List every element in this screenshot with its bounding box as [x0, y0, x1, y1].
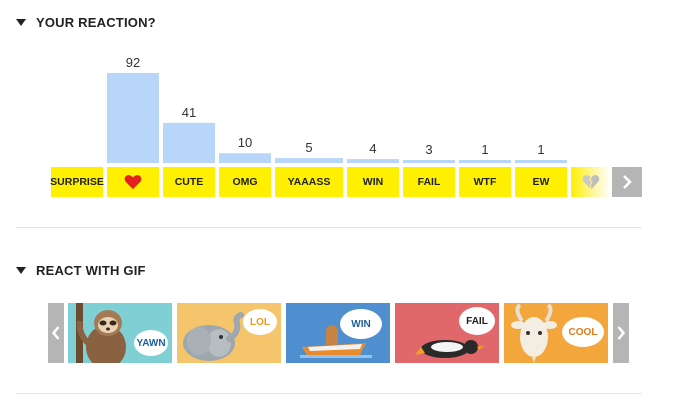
bar-value-label: 10 [238, 135, 252, 150]
reaction-surprise-button[interactable]: SURPRISE [50, 167, 104, 197]
gif-bubble: WIN [340, 309, 382, 339]
bar-ew [515, 160, 567, 163]
bar-wtf [459, 160, 511, 163]
bar-cute [163, 122, 215, 163]
reaction-love-button[interactable] [107, 167, 159, 197]
reaction-ew-button[interactable]: EW [515, 167, 567, 197]
bar-win [347, 159, 399, 163]
bar-yaaass [275, 158, 343, 163]
gif-bubble: YAWN [134, 330, 168, 356]
reactions-next-button[interactable] [612, 167, 642, 197]
reaction-label: EW [532, 176, 550, 188]
reaction-label: OMG [232, 176, 258, 188]
triangle-down-icon [16, 19, 26, 26]
gif-label: WIN [351, 318, 371, 330]
gif-next-button[interactable] [613, 303, 629, 363]
reaction-cute-button[interactable]: CUTE [163, 167, 215, 197]
broken-heart-icon [582, 175, 600, 190]
gif-tile-win[interactable]: WIN [286, 303, 390, 363]
bar-value-label: 92 [126, 55, 140, 70]
gif-bubble: COOL [562, 317, 604, 347]
gif-section-title: REACT WITH GIF [36, 263, 146, 278]
bar-value-label: 4 [369, 141, 376, 156]
reaction-yaaass-button[interactable]: YAAASS [275, 167, 343, 197]
bar-fail [403, 160, 455, 163]
gif-label: YAWN [136, 337, 166, 349]
gif-tile-cool[interactable]: COOL [504, 303, 608, 363]
bar-value-label: 3 [425, 142, 432, 157]
gif-label: COOL [568, 326, 598, 338]
reaction-label: WTF [473, 176, 497, 188]
bar-value-label: 41 [182, 105, 196, 120]
penguin-illustration [415, 340, 485, 358]
goat-illustration [511, 303, 557, 363]
bar-omg [219, 153, 271, 163]
elephant-illustration [183, 312, 244, 361]
chevron-left-icon [52, 326, 60, 340]
heart-icon [124, 175, 142, 190]
gif-tile-yawn[interactable]: YAWN [68, 303, 172, 363]
reaction-label: YAAASS [287, 176, 331, 188]
reaction-section-header[interactable]: YOUR REACTION? [16, 15, 156, 30]
reaction-label: FAIL [417, 176, 441, 188]
bar-value-label: 1 [481, 142, 488, 157]
reaction-wtf-button[interactable]: WTF [459, 167, 511, 197]
chevron-right-icon [617, 326, 625, 340]
gif-label: LOL [250, 316, 270, 328]
triangle-down-icon [16, 267, 26, 274]
speedboat-illustration [300, 325, 372, 358]
gif-prev-button[interactable] [48, 303, 64, 363]
reaction-label: WIN [362, 176, 384, 188]
reaction-section-title: YOUR REACTION? [36, 15, 156, 30]
chevron-right-icon [623, 175, 632, 189]
bar-love [107, 73, 159, 163]
sloth-illustration [76, 303, 126, 363]
gif-tile-fail[interactable]: FAIL [395, 303, 499, 363]
gif-section-header[interactable]: REACT WITH GIF [16, 263, 146, 278]
reaction-label: SURPRISE [50, 176, 104, 188]
gif-bubble: LOL [243, 309, 277, 335]
section-divider [16, 393, 642, 394]
bar-value-label: 1 [537, 142, 544, 157]
bar-value-label: 5 [305, 140, 312, 155]
gif-bubble: FAIL [459, 307, 495, 335]
section-divider [16, 227, 642, 228]
gif-tile-lol[interactable]: LOL [177, 303, 281, 363]
reaction-label: CUTE [174, 176, 204, 188]
reaction-omg-button[interactable]: OMG [219, 167, 271, 197]
reaction-fail-button[interactable]: FAIL [403, 167, 455, 197]
reaction-win-button[interactable]: WIN [347, 167, 399, 197]
reaction-broken-heart-button[interactable] [571, 167, 611, 197]
gif-label: FAIL [466, 315, 488, 327]
